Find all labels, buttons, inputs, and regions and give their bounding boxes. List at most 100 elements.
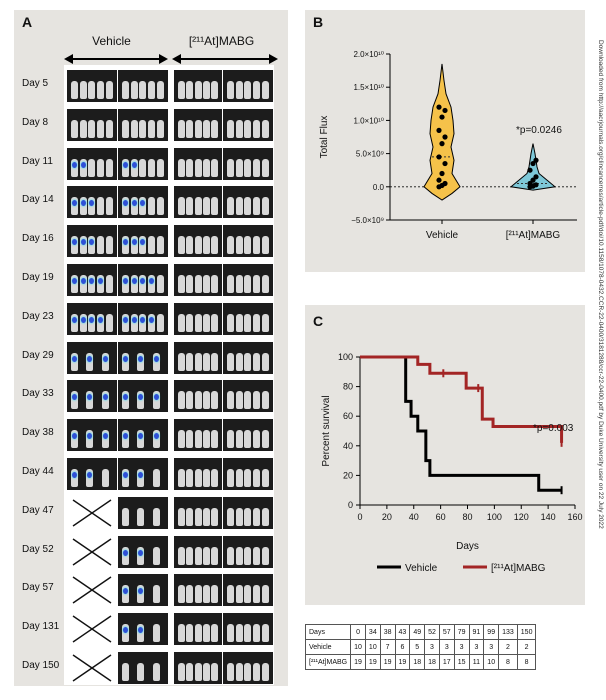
mouse-figure <box>227 546 234 565</box>
tumor-signal <box>123 316 128 323</box>
mouse-figure <box>253 313 261 332</box>
mouse-figure <box>152 663 160 681</box>
mouse-image-tile <box>174 574 222 607</box>
day-row: Day 57 <box>14 572 288 608</box>
tumor-signal <box>102 355 108 362</box>
survival-chart: 0 20 40 60 80 100 0 20 40 60 80 100 120 140 160 Days Per… <box>321 352 583 574</box>
mouse-figure <box>130 236 138 255</box>
mouse-figure <box>178 313 185 332</box>
data-point <box>533 182 539 188</box>
day-label: Day 33 <box>22 388 54 400</box>
treatment-violin <box>509 143 557 191</box>
mouse-figure <box>88 236 96 255</box>
data-point <box>442 107 448 114</box>
tumor-signal <box>138 549 144 556</box>
mouse-figure <box>202 507 210 526</box>
tumor-signal <box>80 316 86 323</box>
table-cell: 0 <box>350 624 366 640</box>
mouse-figure <box>211 663 219 681</box>
mouse-figure <box>71 81 78 99</box>
y-tick-label: 5.0×10⁹ <box>356 150 384 159</box>
mouse-figure <box>253 275 261 293</box>
mouse-figure <box>235 119 243 138</box>
data-point <box>530 160 536 167</box>
y-axis-label: Total Flux <box>319 116 330 159</box>
day-row: Day 131 <box>14 611 288 647</box>
day-label: Day 11 <box>22 155 53 167</box>
table-row: Vehicle 10 10 7 6 5 3 3 3 3 3 2 2 <box>304 639 537 655</box>
vehicle-arrow <box>64 54 168 64</box>
mouse-figure <box>211 197 219 216</box>
mouse-figure <box>227 313 234 332</box>
mouse-figure <box>202 430 210 449</box>
mouse-figure <box>122 81 129 99</box>
mouse-figure <box>227 236 234 255</box>
mouse-figure <box>71 158 78 177</box>
mouse-figure <box>105 197 113 216</box>
y-tick-label: 0 <box>348 500 353 510</box>
data-point <box>439 141 445 147</box>
table-cell: 3 <box>468 639 485 655</box>
mouse-figure <box>139 119 147 138</box>
mouse-image-tile <box>174 225 222 258</box>
table-cell: 3 <box>483 639 500 655</box>
mouse-figure <box>152 430 160 449</box>
mouse-figure <box>186 624 194 643</box>
tumor-signal <box>123 472 128 478</box>
tumor-signal <box>87 394 93 401</box>
mouse-figure <box>71 430 78 449</box>
number-at-risk-table: Days 0 34 38 43 49 52 57 79 91 99 133 150 Vehicle 10 10… <box>304 624 537 670</box>
day-label: Day 23 <box>22 310 54 322</box>
mouse-figure <box>152 352 160 371</box>
mouse-figure <box>71 313 78 332</box>
mouse-figure <box>88 158 96 177</box>
day-label: Day 5 <box>22 78 49 89</box>
tumor-signal <box>102 394 108 401</box>
y-tick-label: 1.5×10¹⁰ <box>353 83 384 92</box>
mouse-image-tile <box>67 225 117 258</box>
mouse-figure <box>194 507 202 526</box>
mouse-image-tile <box>223 147 273 180</box>
treatment-group-label: [²¹¹At]MABG <box>188 34 255 48</box>
y-tick-label: 60 <box>343 411 353 421</box>
day-row: Day 23 <box>14 301 288 337</box>
mouse-figure <box>194 352 202 371</box>
mouse-figure <box>261 469 269 487</box>
table-cell: 133 <box>498 624 518 640</box>
mouse-figure <box>139 158 147 177</box>
mouse-figure <box>227 585 234 604</box>
mouse-figure <box>79 236 87 255</box>
mouse-figure <box>253 546 261 565</box>
table-cell: 19 <box>350 654 366 670</box>
mouse-figure <box>122 391 129 410</box>
tumor-signal <box>89 239 95 246</box>
mouse-figure <box>105 158 113 177</box>
day-row: Day 29 <box>14 340 288 376</box>
mouse-image-tile <box>118 108 168 141</box>
mouse-figure <box>186 663 194 681</box>
day-row: Day 33 <box>14 378 288 414</box>
mouse-figure <box>261 391 269 410</box>
mouse-image-tile <box>174 458 222 490</box>
mouse-figure <box>202 469 210 487</box>
mouse-figure <box>235 275 243 293</box>
mouse-figure <box>261 546 269 565</box>
mouse-image-tile <box>223 341 273 374</box>
mouse-image-tile <box>174 496 222 529</box>
tumor-signal <box>72 161 77 168</box>
tumor-signal <box>149 316 155 323</box>
mouse-figure <box>211 236 219 255</box>
mouse-figure <box>130 81 138 99</box>
mouse-figure <box>261 507 269 526</box>
mouse-figure <box>211 469 219 487</box>
mouse-image-tile <box>174 535 222 568</box>
mouse-figure <box>97 236 105 255</box>
mouse-figure <box>261 197 269 216</box>
mouse-figure <box>202 275 210 293</box>
tumor-signal <box>89 200 95 207</box>
mouse-figure <box>261 430 269 449</box>
mouse-figure <box>178 624 185 643</box>
mouse-figure <box>71 236 78 255</box>
tumor-signal <box>87 433 93 440</box>
mouse-figure <box>211 391 219 410</box>
